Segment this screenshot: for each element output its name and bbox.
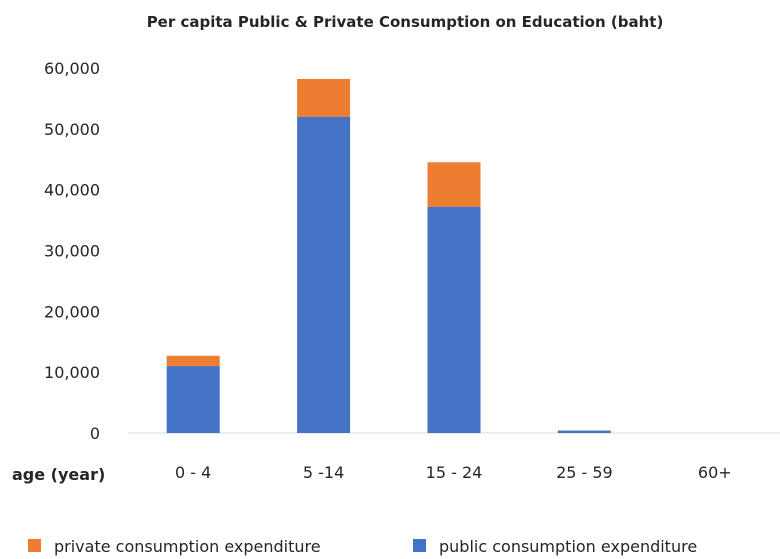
bars (166, 78, 611, 434)
y-tick-label: 30,000 (44, 242, 100, 261)
y-tick-label: 50,000 (44, 120, 100, 139)
y-tick-label: 20,000 (44, 302, 100, 321)
y-tick-label: 10,000 (44, 363, 100, 382)
bar (297, 78, 351, 117)
bar (166, 366, 220, 433)
bar (427, 206, 481, 433)
x-tick-label: 60+ (698, 463, 732, 482)
y-tick-label: 40,000 (44, 181, 100, 200)
x-axis: 0 - 4 5 -14 15 - 24 25 - 59 60+ (175, 463, 732, 482)
legend-swatch (28, 539, 41, 552)
legend-label: public consumption expenditure (439, 537, 697, 556)
bar (557, 430, 611, 433)
legend: private consumption expenditure public co… (28, 537, 697, 556)
y-tick-label: 0 (90, 424, 100, 443)
x-tick-label: 25 - 59 (556, 463, 613, 482)
x-tick-label: 0 - 4 (175, 463, 211, 482)
bar (297, 116, 351, 434)
legend-label: private consumption expenditure (54, 537, 321, 556)
legend-swatch (413, 539, 426, 552)
x-axis-label: age (year) (12, 465, 105, 484)
x-tick-label: 15 - 24 (426, 463, 483, 482)
y-axis: 0 10,000 20,000 30,000 40,000 50,000 60,000 (44, 59, 100, 443)
x-tick-label: 5 -14 (303, 463, 344, 482)
y-tick-label: 60,000 (44, 59, 100, 78)
chart-title: Per capita Public & Private Consumption … (147, 13, 664, 31)
bar (166, 355, 220, 367)
bar (427, 162, 481, 207)
